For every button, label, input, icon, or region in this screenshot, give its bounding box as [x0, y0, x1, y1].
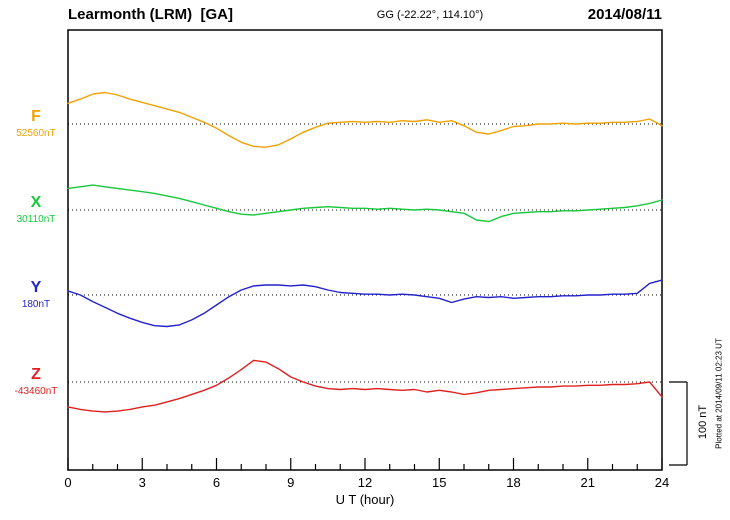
component-baseline-value-Z: -43460nT [14, 385, 58, 397]
component-label-Z: Z -43460nT [4, 366, 68, 397]
trace-Z [67, 359, 663, 413]
component-letter-Y: Y [30, 279, 42, 296]
component-label-F: F 52560nT [4, 108, 68, 139]
x-tick-label: 15 [432, 475, 446, 490]
x-tick-label: 18 [506, 475, 520, 490]
scale-bar-label: 100 nT [697, 404, 709, 440]
plotted-at-note: Plotted at 2014/09/11 02:23 UT [714, 338, 724, 449]
x-tick-label: 21 [581, 475, 595, 490]
component-label-Y: Y 180nT [4, 279, 68, 310]
component-letter-X: X [30, 194, 42, 211]
x-tick-label: 12 [358, 475, 372, 490]
component-label-X: X 30110nT [4, 194, 68, 225]
x-axis-title: U T (hour) [335, 492, 395, 507]
component-baseline-value-F: 52560nT [16, 127, 56, 139]
component-letter-Z: Z [31, 366, 41, 383]
component-baseline-value-Y: 180nT [21, 298, 51, 310]
x-tick-label: 24 [655, 475, 669, 490]
plot-date: 2014/08/11 [587, 6, 662, 23]
x-tick-label: 6 [213, 475, 220, 490]
x-tick-label: 3 [139, 475, 146, 490]
component-baseline-value-X: 30110nT [16, 213, 56, 225]
station-title: Learmonth (LRM) [GA] [68, 6, 233, 23]
trace-F [67, 91, 663, 148]
component-letter-F: F [31, 108, 41, 125]
trace-Y [67, 279, 663, 328]
x-tick-label: 9 [287, 475, 294, 490]
x-tick-label: 0 [64, 475, 71, 490]
trace-X [67, 184, 663, 223]
geographic-coords: GG (-22.22°, 114.10°) [376, 9, 484, 21]
